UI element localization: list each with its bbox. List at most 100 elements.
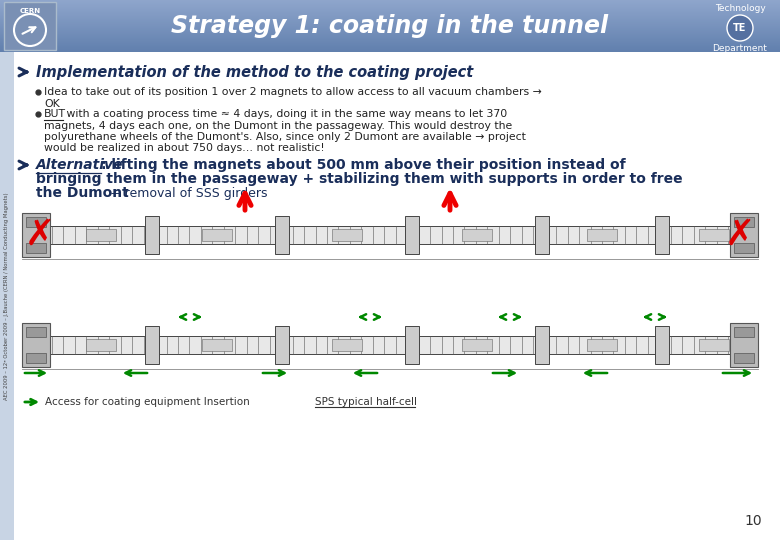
Text: TE: TE [733,23,746,33]
Text: Alternative: Alternative [36,158,123,172]
Bar [202,339,232,351]
Bar [0,1,780,2]
Bar [0,38,780,39]
Text: BUT: BUT [44,109,66,119]
Bar [0,46,780,47]
Text: bringing them in the passageway + stabilizing them with supports in order to fre: bringing them in the passageway + stabil… [36,172,682,186]
Bar [0,24,780,25]
Bar [0,41,780,42]
Circle shape [727,15,753,41]
Bar [0,47,780,48]
Text: would be realized in about 750 days… not realistic!: would be realized in about 750 days… not… [44,143,324,153]
Bar [699,339,729,351]
Bar [0,32,780,33]
Text: with a coating process time ≈ 4 days, doing it in the same way means to let 370: with a coating process time ≈ 4 days, do… [63,109,507,119]
Bar [0,13,780,14]
Bar [587,339,617,351]
Text: magnets, 4 days each one, on the Dumont in the passageway. This would destroy th: magnets, 4 days each one, on the Dumont … [44,121,512,131]
Bar [0,10,780,11]
Bar [22,323,50,367]
Bar [0,52,14,540]
Bar [0,8,780,9]
Bar [0,26,780,27]
Bar [655,216,669,254]
Bar [26,243,46,253]
Bar [0,31,780,32]
Bar [0,4,780,5]
Bar [0,30,780,31]
Bar [0,7,780,8]
Bar [462,229,492,241]
Bar [0,43,780,44]
Bar [86,339,116,351]
Bar [0,15,780,16]
Bar [0,25,780,26]
Bar [730,323,758,367]
Text: Idea to take out of its position 1 over 2 magnets to allow access to all vacuum : Idea to take out of its position 1 over … [44,87,542,97]
Bar [50,336,730,354]
Bar [0,29,780,30]
Bar [462,339,492,351]
Bar [0,6,780,7]
Text: OK: OK [44,99,60,109]
Text: Access for coating equipment Insertion: Access for coating equipment Insertion [45,397,250,407]
Text: Implementation of the method to the coating project: Implementation of the method to the coat… [36,64,473,79]
Bar [0,44,780,45]
Text: : lifting the magnets about 500 mm above their position instead of: : lifting the magnets about 500 mm above… [101,158,626,172]
Bar [0,40,780,41]
Bar [0,45,780,46]
Bar [699,229,729,241]
Bar [332,229,362,241]
Bar [0,23,780,24]
Bar [0,9,780,10]
Bar [275,326,289,364]
Bar [730,213,758,257]
Bar [202,229,232,241]
Bar [0,14,780,15]
Bar [535,216,549,254]
Text: the Dumont: the Dumont [36,186,129,200]
Bar [0,11,780,12]
Text: Technology: Technology [714,4,765,13]
Text: SPS typical half-cell: SPS typical half-cell [315,397,417,407]
Text: polyurethane wheels of the Dumont's. Also, since only 2 Dumont are available → p: polyurethane wheels of the Dumont's. Als… [44,132,526,142]
Text: Department: Department [713,44,768,53]
Bar [0,17,780,18]
Bar [655,326,669,364]
Bar [145,216,159,254]
Bar [332,339,362,351]
Bar [0,2,780,3]
Bar [535,326,549,364]
Text: + removal of SSS girders: + removal of SSS girders [106,186,268,199]
Bar [0,49,780,50]
Bar [0,19,780,20]
Bar [0,28,780,29]
Text: AEC 2009 – 12ª October 2009 – J.Bauche (CERN / Normal Conducting Magnets): AEC 2009 – 12ª October 2009 – J.Bauche (… [5,192,9,400]
Bar [0,12,780,13]
Text: 10: 10 [744,514,762,528]
Bar [587,229,617,241]
Bar [0,20,780,21]
Bar [0,16,780,17]
Bar [0,33,780,34]
Bar [0,35,780,36]
Bar [734,353,754,363]
Bar [26,327,46,337]
Bar [405,216,419,254]
Bar [0,22,780,23]
Bar [0,48,780,49]
Bar [0,5,780,6]
Bar [734,327,754,337]
Bar [0,36,780,37]
Bar [26,353,46,363]
Bar [50,226,730,244]
Text: Strategy 1: coating in the tunnel: Strategy 1: coating in the tunnel [172,14,608,38]
Bar [0,3,780,4]
Text: CERN: CERN [20,8,41,14]
Bar [145,326,159,364]
Bar [734,243,754,253]
Bar [405,326,419,364]
Bar [734,217,754,227]
Bar [0,39,780,40]
Bar [0,51,780,52]
